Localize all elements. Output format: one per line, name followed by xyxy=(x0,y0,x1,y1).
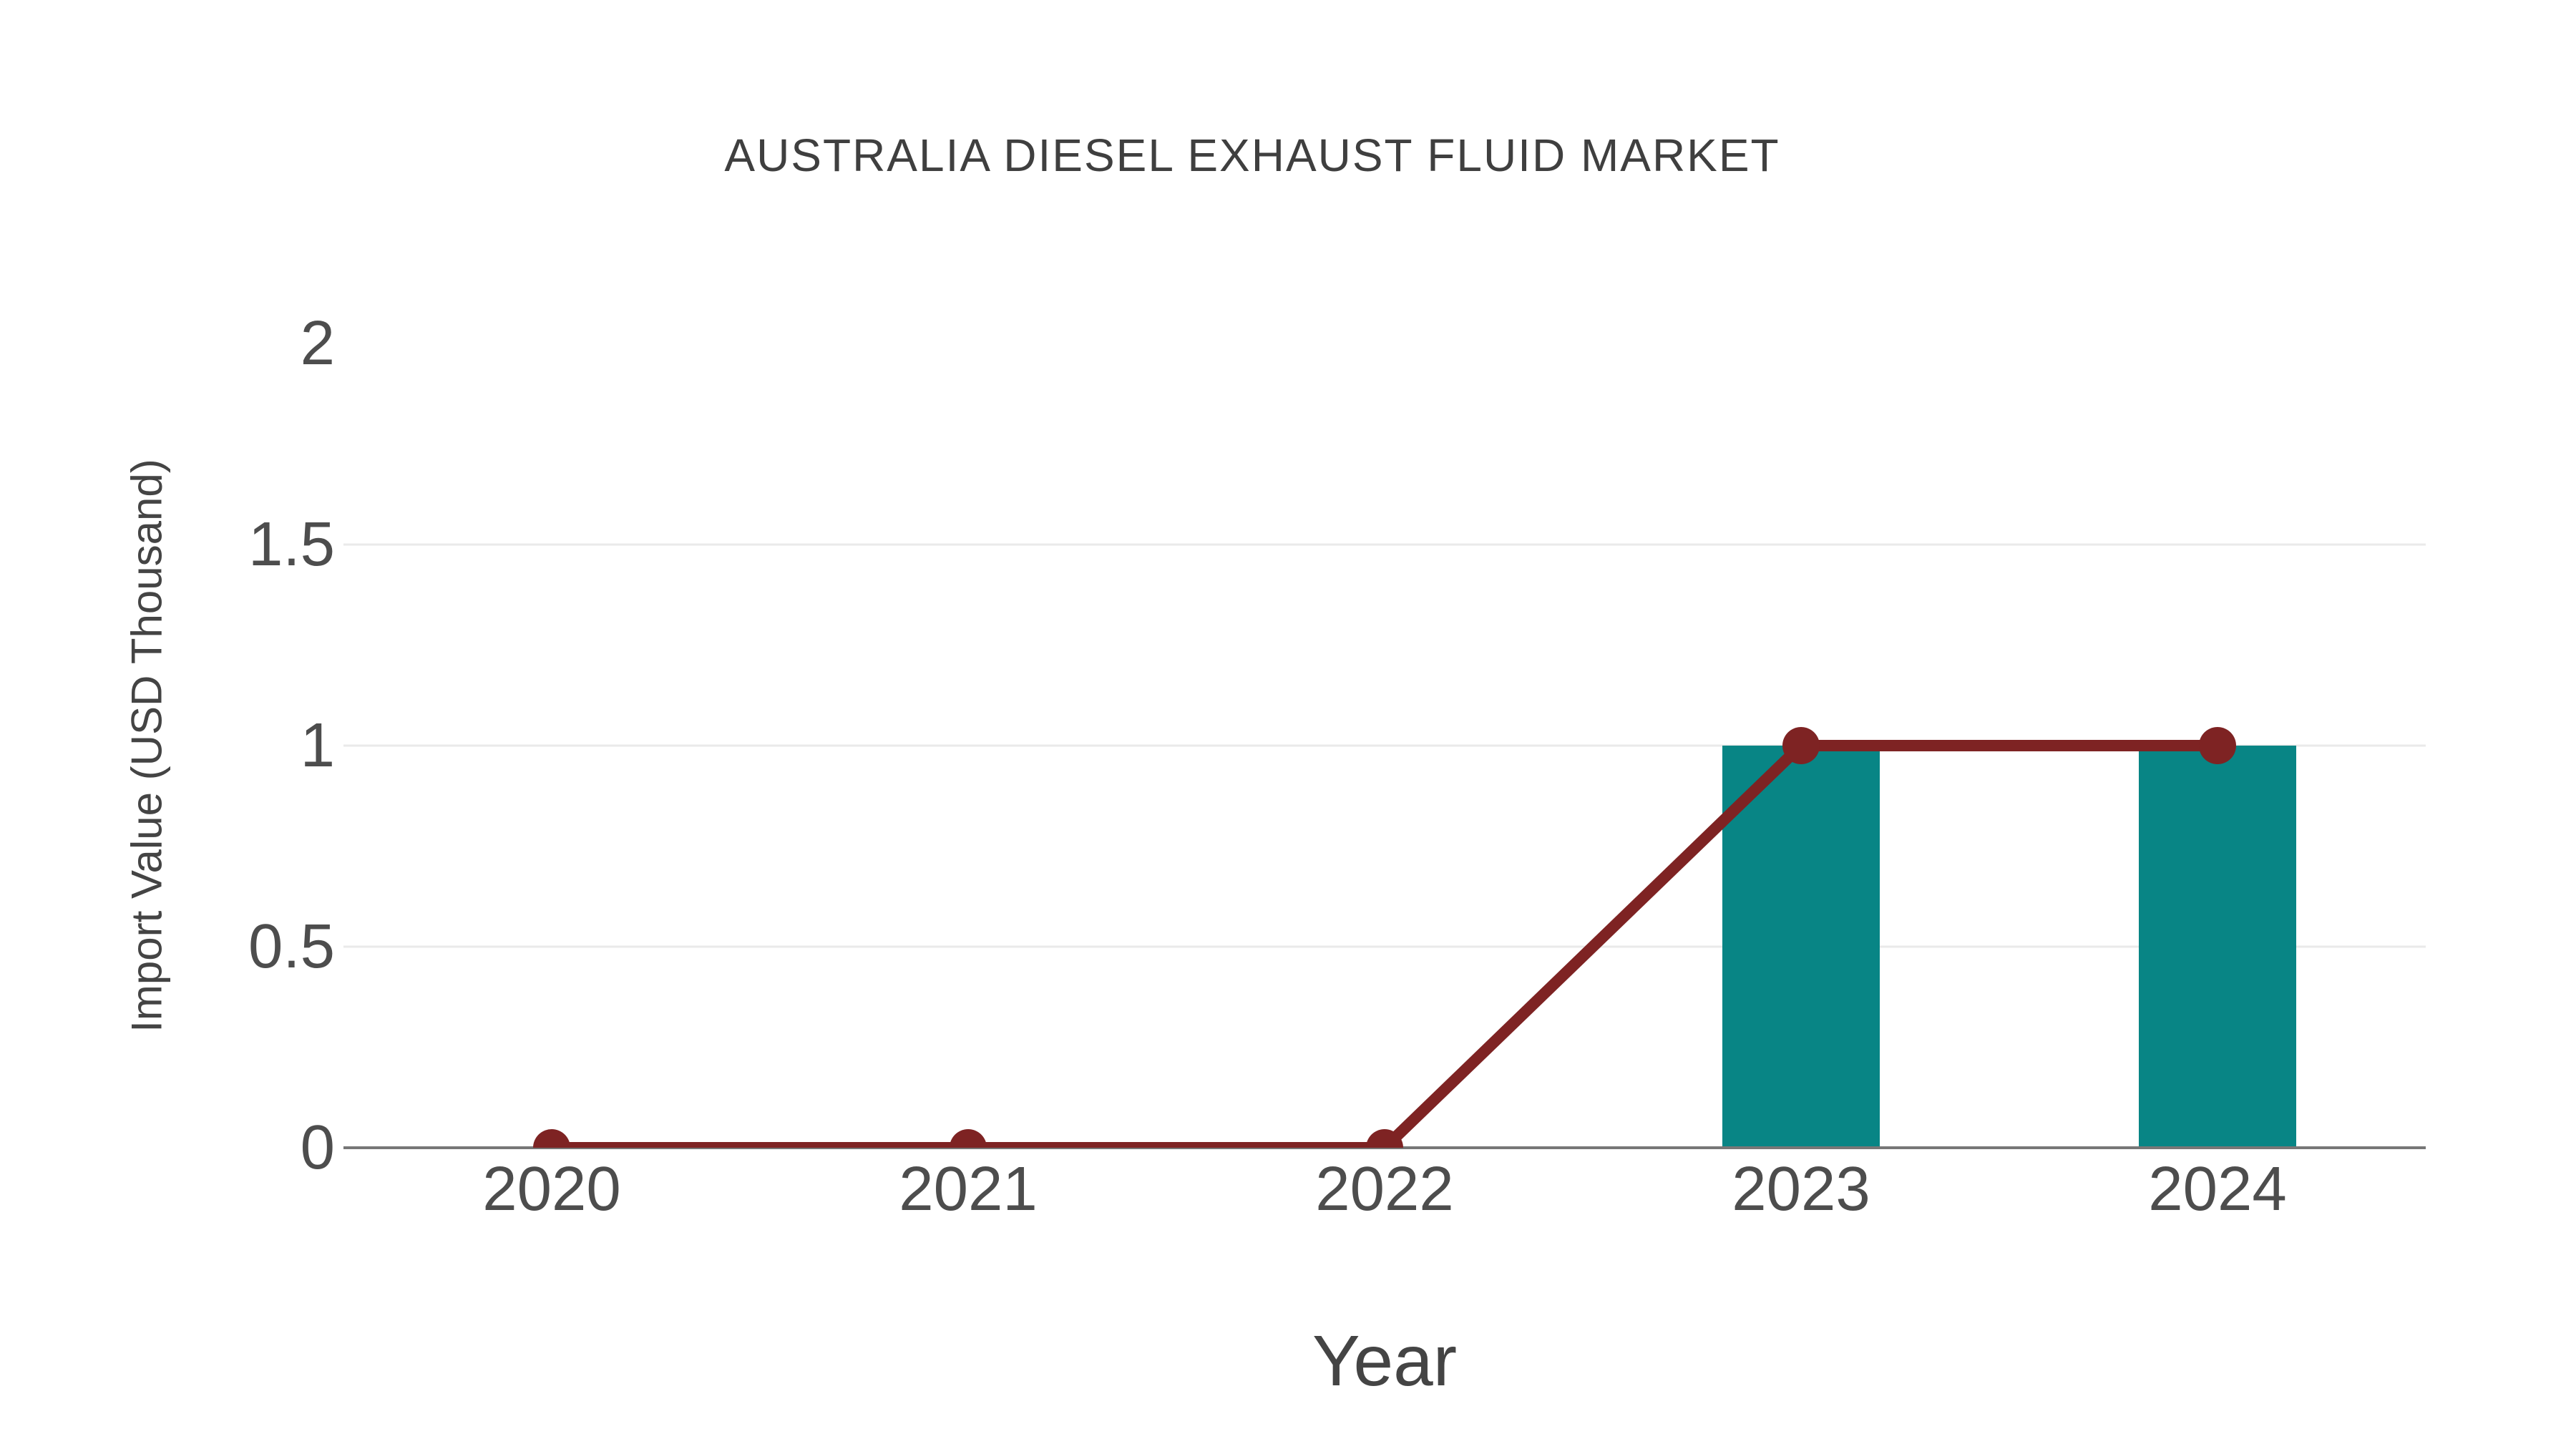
x-tick-label-2023: 2023 xyxy=(1732,1154,1870,1224)
x-tick-label-2024: 2024 xyxy=(2148,1154,2287,1224)
line-marker-2023 xyxy=(1782,727,1820,764)
x-tick-label-2021: 2021 xyxy=(899,1154,1038,1224)
x-axis-title: Year xyxy=(1312,1321,1458,1401)
y-tick-label-1p5: 1.5 xyxy=(248,509,335,579)
line-series xyxy=(552,740,2218,1148)
x-tick-label-2020: 2020 xyxy=(482,1154,621,1224)
line-marker-2020 xyxy=(533,1129,570,1148)
bar-2023 xyxy=(1722,746,1880,1148)
bar-2024 xyxy=(2139,746,2296,1148)
x-tick-label-2022: 2022 xyxy=(1315,1154,1454,1224)
y-tick-label-1: 1 xyxy=(300,711,335,780)
line-marker-2024 xyxy=(2199,727,2236,764)
y-tick-label-0: 0 xyxy=(300,1113,335,1182)
line-marker-2021 xyxy=(950,1129,987,1148)
y-tick-label-2: 2 xyxy=(300,308,335,378)
line-marker-2022 xyxy=(1366,1129,1403,1148)
chart-title: AUSTRALIA DIESEL EXHAUST FLUID MARKET xyxy=(724,130,1780,181)
y-tick-label-0p5: 0.5 xyxy=(248,912,335,981)
